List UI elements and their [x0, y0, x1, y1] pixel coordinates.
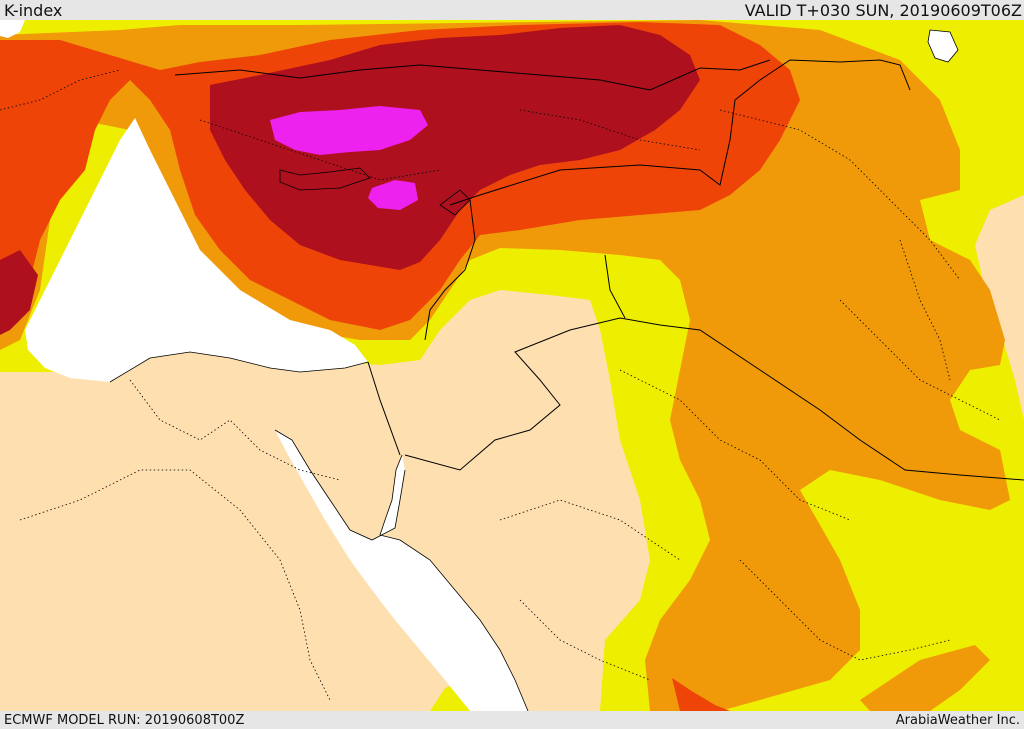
footer-bar: ECMWF MODEL RUN: 20190608T00Z ArabiaWeat…	[0, 711, 1024, 729]
kindex-magenta-cell-1	[270, 106, 428, 155]
kindex-orange-south	[860, 645, 990, 711]
province-borders	[0, 69, 1001, 701]
valid-time-label: VALID T+030 SUN, 20190609T06Z	[744, 0, 1022, 20]
sea-mediterranean	[25, 118, 368, 382]
kindex-darkred-west	[0, 250, 38, 335]
model-run-label: ECMWF MODEL RUN: 20190608T00Z	[4, 712, 245, 728]
sea-red-sea	[275, 430, 528, 711]
credit-label: ArabiaWeather Inc.	[895, 712, 1020, 728]
sea-caspian-fragment	[928, 30, 958, 62]
kindex-darkred-north	[210, 25, 700, 270]
sea-black-fragment	[0, 20, 25, 38]
country-borders	[174, 59, 1024, 481]
kindex-magenta-cell-2	[368, 180, 418, 210]
header-bar: K-index VALID T+030 SUN, 20190609T06Z	[0, 0, 1024, 20]
coastlines	[109, 29, 959, 711]
map-title: K-index	[4, 0, 63, 20]
kindex-map	[0, 20, 1024, 711]
kindex-redorange-south	[672, 678, 730, 711]
